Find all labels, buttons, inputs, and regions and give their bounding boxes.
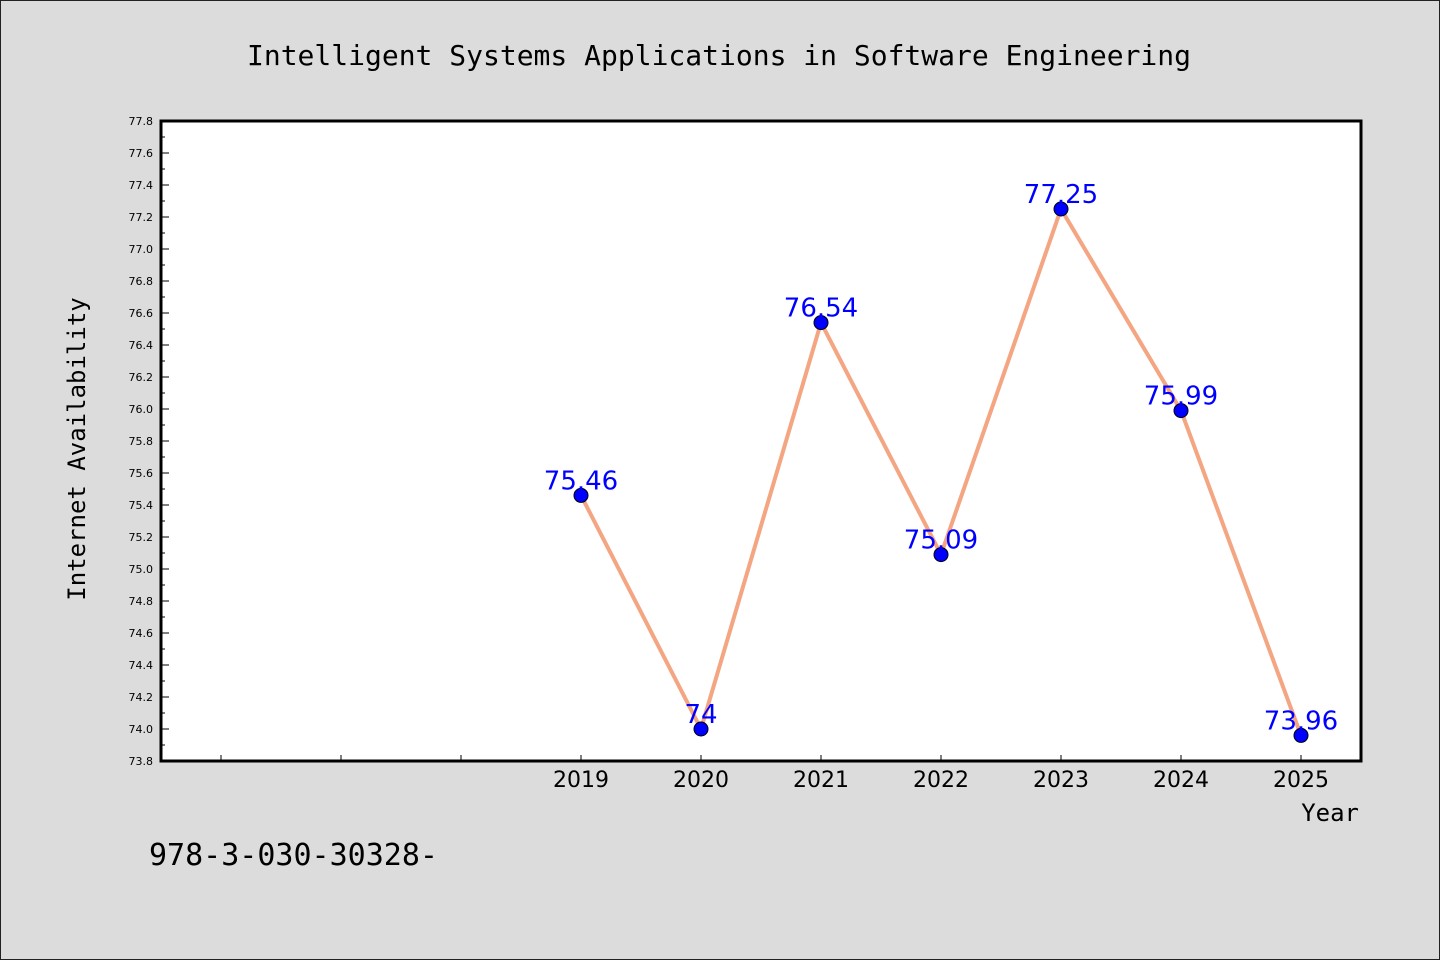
y-axis-label: Internet Availability: [63, 297, 91, 600]
x-axis: 2019 2020 2021 2022 2023 2024 2025: [220, 755, 1329, 793]
data-label-2021: 76.54: [784, 294, 858, 324]
footer-isbn: 978-3-030-30328-: [149, 838, 438, 873]
y-tick-label-16: 77.0: [129, 243, 154, 256]
y-axis: 73.8 74.0 74.2 74.4 74.6 74.8 75.0 75.2 75.4 75.6…: [129, 115, 169, 768]
data-point-2021: [813, 315, 829, 331]
x-tick-label-2022: 2022: [913, 768, 969, 793]
data-point-2022: [933, 547, 949, 563]
data-label-2024: 75.99: [1144, 382, 1218, 412]
x-tick-label-2025: 2025: [1273, 768, 1329, 793]
y-tick-label-7: 75.2: [129, 531, 154, 544]
data-point-2023: [1053, 201, 1069, 217]
series-line: [573, 201, 1309, 743]
y-tick-label-11: 76.0: [129, 403, 154, 416]
data-point-2025: [1293, 727, 1309, 743]
plot-area: [159, 119, 1363, 763]
x-tick-label-2024: 2024: [1153, 768, 1209, 793]
y-tick-label-12: 76.2: [129, 371, 154, 384]
y-tick-label-2: 74.2: [129, 691, 154, 704]
y-tick-label-5: 74.8: [129, 595, 154, 608]
data-point-2020: [693, 721, 709, 737]
y-tick-label-10: 75.8: [129, 435, 154, 448]
y-tick-label-0: 73.8: [129, 755, 154, 768]
y-tick-label-20: 77.8: [129, 115, 154, 128]
data-point-2024: [1173, 403, 1189, 419]
y-tick-label-8: 75.4: [129, 499, 154, 512]
y-tick-label-14: 76.6: [129, 307, 154, 320]
data-label-2025: 73.96: [1264, 706, 1338, 736]
x-tick-label-2019: 2019: [553, 768, 609, 793]
y-tick-label-3: 74.4: [129, 659, 154, 672]
x-tick-label-2020: 2020: [673, 768, 729, 793]
y-tick-label-1: 74.0: [129, 723, 154, 736]
data-label-2020: 74: [684, 700, 717, 730]
y-tick-label-13: 76.4: [129, 339, 154, 352]
data-label-2023: 77.25: [1024, 180, 1098, 210]
data-label-2019: 75.46: [544, 466, 618, 496]
chart-title: Intelligent Systems Applications in Soft…: [247, 39, 1191, 72]
y-tick-label-17: 77.2: [129, 211, 154, 224]
data-point-2019: [573, 487, 589, 503]
data-labels: 75.46 74 76.54 75.09 77.25 75.99 73.96: [544, 180, 1338, 736]
x-tick-label-2023: 2023: [1033, 768, 1089, 793]
y-tick-label-9: 75.6: [129, 467, 154, 480]
x-tick-label-2021: 2021: [793, 768, 849, 793]
x-axis-label: Year: [1301, 799, 1359, 827]
y-tick-label-19: 77.6: [129, 147, 154, 160]
data-label-2022: 75.09: [904, 526, 978, 556]
y-tick-label-18: 77.4: [129, 179, 154, 192]
y-tick-label-15: 76.8: [129, 275, 154, 288]
y-tick-label-6: 75.0: [129, 563, 154, 576]
y-tick-label-4: 74.6: [129, 627, 154, 640]
